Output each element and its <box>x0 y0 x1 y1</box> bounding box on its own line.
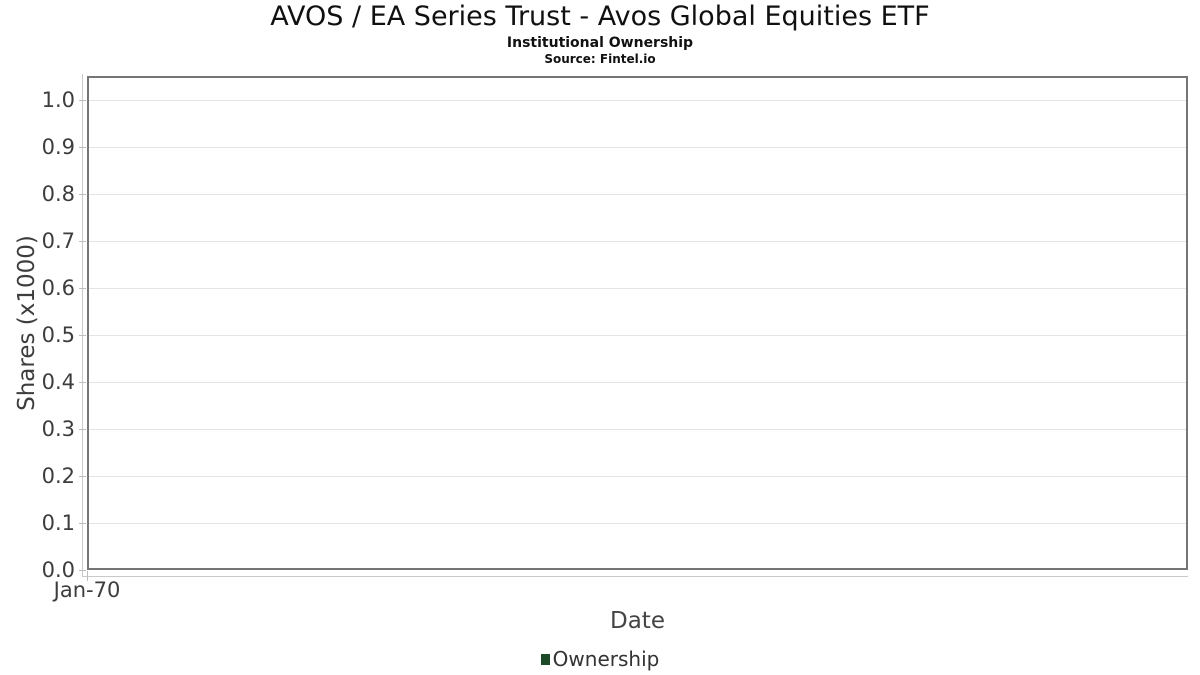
y-gridline <box>89 476 1186 477</box>
y-tick-label: 0.6 <box>41 276 75 300</box>
plot-area <box>87 76 1188 570</box>
y-tick-label: 0.0 <box>41 558 75 582</box>
y-gridline <box>89 288 1186 289</box>
y-tick-mark <box>79 476 86 477</box>
y-gridline <box>89 194 1186 195</box>
y-tick-label: 0.1 <box>41 511 75 535</box>
y-tick-label: 0.8 <box>41 182 75 206</box>
y-tick-label: 0.2 <box>41 464 75 488</box>
y-gridline <box>89 335 1186 336</box>
y-gridline <box>89 523 1186 524</box>
chart-subtitle: Institutional Ownership <box>506 35 694 51</box>
x-axis-line <box>82 576 1188 577</box>
y-tick-mark <box>79 100 86 101</box>
y-tick-mark <box>79 570 86 571</box>
y-gridline <box>89 429 1186 430</box>
x-tick-mark <box>87 571 88 581</box>
y-tick-label: 0.9 <box>41 135 75 159</box>
y-gridline <box>89 100 1186 101</box>
y-tick-mark <box>79 335 86 336</box>
y-tick-mark <box>79 241 86 242</box>
y-tick-mark <box>79 382 86 383</box>
chart-source: Source: Fintel.io <box>544 52 656 66</box>
legend: Ownership <box>0 646 1200 672</box>
y-gridline <box>89 382 1186 383</box>
y-tick-label: 0.4 <box>41 370 75 394</box>
chart-title: AVOS / EA Series Trust - Avos Global Equ… <box>270 1 930 32</box>
y-tick-label: 0.3 <box>41 417 75 441</box>
x-tick-label: Jan-70 <box>53 578 121 602</box>
y-tick-mark <box>79 523 86 524</box>
legend-label: Ownership <box>552 647 660 671</box>
y-tick-mark <box>79 147 86 148</box>
y-gridline <box>89 241 1186 242</box>
legend-marker-icon <box>540 653 550 665</box>
y-tick-label: 0.7 <box>41 229 75 253</box>
y-tick-label: 0.5 <box>41 323 75 347</box>
y-tick-mark <box>79 194 86 195</box>
y-axis-line <box>82 74 83 577</box>
y-tick-mark <box>79 288 86 289</box>
y-tick-mark <box>79 429 86 430</box>
x-axis-title: Date <box>610 608 665 634</box>
y-tick-label: 1.0 <box>41 88 75 112</box>
y-gridline <box>89 147 1186 148</box>
